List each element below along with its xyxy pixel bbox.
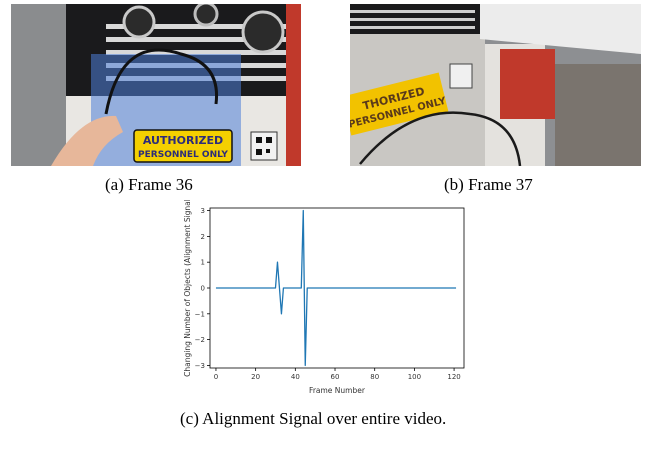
authorized-sign (133, 129, 233, 163)
y-tick-label: −2 (195, 336, 205, 344)
knob-right (241, 10, 285, 54)
caption-c: (c) Alignment Signal over entire video. (180, 409, 447, 428)
y-tick-label: 0 (201, 285, 205, 293)
x-tick-label: 40 (291, 373, 300, 381)
knob-left (122, 5, 156, 39)
alignment-signal-line (215, 209, 457, 367)
x-tick-label: 120 (447, 373, 460, 381)
caption-a: (a) Frame 36 (105, 175, 193, 194)
qr-code (250, 131, 278, 161)
x-axis-label: Frame Number (309, 386, 366, 395)
authorized-sign-blurred (350, 72, 449, 136)
caption-b: (b) Frame 37 (444, 175, 533, 194)
alignment-signal-chart: Changing Number of Objects (Alignment Si… (183, 200, 465, 395)
frame-37-photo: THORIZED PERSONNEL ONLY (350, 4, 641, 166)
hand (51, 115, 123, 166)
knob-center (193, 4, 219, 27)
x-tick-label: 20 (251, 373, 260, 381)
y-axis-label: Changing Number of Objects (Alignment Si… (183, 200, 192, 377)
y-tick-label: −1 (195, 310, 205, 318)
y-tick-label: 3 (201, 207, 205, 215)
sign-text-line1: AUTHORIZED (143, 134, 223, 147)
frame-36-photo: AUTHORIZED PERSONNEL ONLY (11, 4, 301, 166)
y-tick-label: −3 (195, 362, 205, 370)
y-tick-label: 1 (201, 259, 205, 267)
x-tick-label: 100 (408, 373, 421, 381)
x-tick-label: 0 (214, 373, 218, 381)
sign-text-line2: PERSONNEL ONLY (138, 150, 228, 160)
x-tick-label: 60 (331, 373, 340, 381)
x-tick-label: 80 (370, 373, 379, 381)
y-tick-label: 2 (201, 233, 205, 241)
